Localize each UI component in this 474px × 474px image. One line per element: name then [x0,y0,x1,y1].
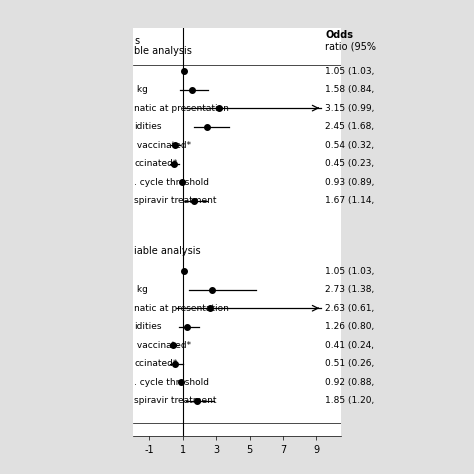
Text: ccinated*: ccinated* [135,359,178,368]
Text: . cycle threshold: . cycle threshold [135,178,210,187]
Text: vaccinated*: vaccinated* [135,341,191,350]
Text: 0.41 (0.24,: 0.41 (0.24, [326,341,374,350]
Text: kg: kg [135,285,148,294]
Text: ratio (95%: ratio (95% [326,42,376,52]
Text: idities: idities [135,122,162,131]
Text: 1.67 (1.14,: 1.67 (1.14, [326,196,374,205]
Text: 2.73 (1.38,: 2.73 (1.38, [326,285,374,294]
Text: 0.54 (0.32,: 0.54 (0.32, [326,141,374,150]
Text: 0.93 (0.89,: 0.93 (0.89, [326,178,375,187]
Text: 1.85 (1.20,: 1.85 (1.20, [326,396,374,405]
Text: 0.45 (0.23,: 0.45 (0.23, [326,159,374,168]
Text: Odds: Odds [326,30,354,40]
Text: 2.63 (0.61,: 2.63 (0.61, [326,304,374,313]
Text: . cycle threshold: . cycle threshold [135,378,210,387]
Text: ccinated*: ccinated* [135,159,178,168]
Text: idities: idities [135,322,162,331]
Text: 3.15 (0.99,: 3.15 (0.99, [326,104,375,113]
Text: natic at presentation: natic at presentation [135,304,229,313]
Text: kg: kg [135,85,148,94]
Text: 2.45 (1.68,: 2.45 (1.68, [326,122,374,131]
Text: 1.58 (0.84,: 1.58 (0.84, [326,85,374,94]
Text: spiravir treatment: spiravir treatment [135,196,217,205]
Text: 0.51 (0.26,: 0.51 (0.26, [326,359,374,368]
Text: ble analysis: ble analysis [135,46,192,55]
Text: vaccinated*: vaccinated* [135,141,191,150]
Text: 0.92 (0.88,: 0.92 (0.88, [326,378,374,387]
Text: spiravir treatment: spiravir treatment [135,396,217,405]
Text: 1.05 (1.03,: 1.05 (1.03, [326,267,375,276]
Text: 1.26 (0.80,: 1.26 (0.80, [326,322,374,331]
Text: 1.05 (1.03,: 1.05 (1.03, [326,66,375,75]
Text: natic at presentation: natic at presentation [135,104,229,113]
Text: iable analysis: iable analysis [135,246,201,256]
Text: s: s [135,36,139,46]
